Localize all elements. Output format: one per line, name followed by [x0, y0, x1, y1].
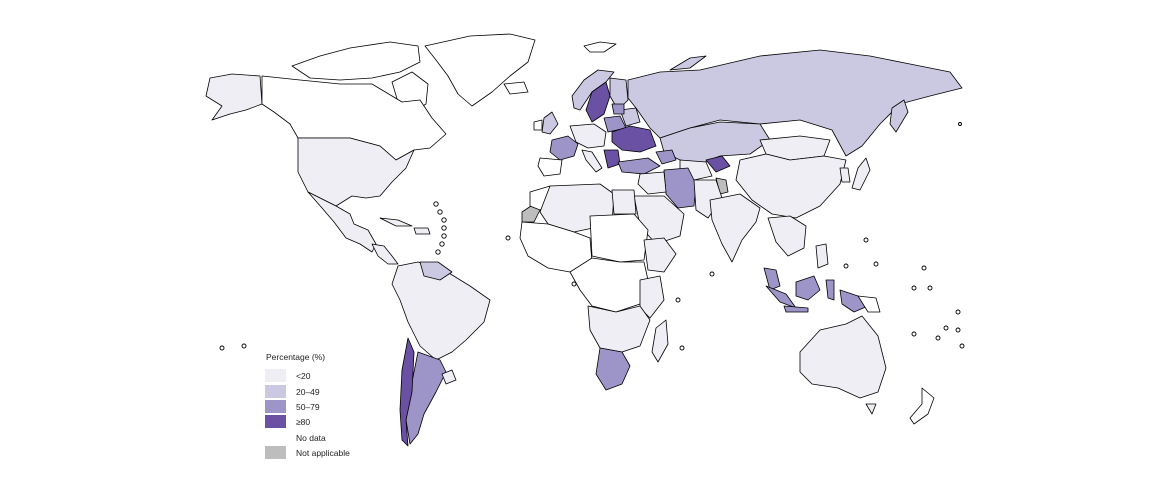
venezuela — [419, 261, 453, 281]
legend-swatch — [265, 446, 286, 459]
legend-item-not-applicable: Not applicable — [265, 446, 405, 461]
baltics — [611, 103, 625, 115]
borneo — [795, 275, 821, 301]
uruguay — [441, 369, 457, 385]
iraq-syria — [637, 171, 667, 195]
legend-item-no-data: No data — [265, 431, 405, 446]
hispaniola — [413, 227, 431, 235]
central-europe — [569, 123, 607, 149]
spain — [537, 157, 563, 177]
korea — [839, 167, 851, 183]
japan — [851, 157, 871, 191]
australia — [799, 315, 887, 399]
thailand — [763, 267, 781, 291]
tasmania — [865, 403, 877, 415]
legend-swatch — [265, 385, 286, 398]
belarus — [619, 107, 641, 127]
legend-item-20-49: 20–49 — [265, 385, 405, 400]
southern-africa — [587, 305, 651, 353]
legend-label: 20–49 — [296, 387, 320, 397]
svalbard — [583, 41, 617, 53]
legend-label: Not applicable — [296, 448, 350, 458]
legend-swatch — [265, 400, 286, 413]
legend-item-lt20: <20 — [265, 369, 405, 384]
legend-label: ≥80 — [296, 417, 311, 427]
new-zealand — [909, 387, 935, 425]
philippines — [815, 243, 829, 269]
sulawesi — [825, 279, 835, 301]
iran — [663, 167, 697, 209]
mexico — [307, 191, 377, 253]
south-africa — [595, 347, 631, 391]
east-africa — [639, 275, 665, 319]
legend-label: <20 — [296, 371, 311, 381]
legend-swatch — [265, 369, 286, 382]
iceland — [503, 81, 529, 95]
legend-swatch — [265, 431, 286, 444]
ukraine — [611, 125, 657, 153]
italy — [581, 149, 603, 173]
central-africa — [569, 257, 649, 313]
alaska — [205, 73, 263, 121]
canada-arctic-islands — [291, 41, 421, 81]
chile — [399, 337, 415, 447]
java — [783, 305, 809, 313]
novaya-zemlya — [669, 55, 707, 71]
southeast-asia — [767, 215, 807, 257]
legend-label: No data — [296, 433, 326, 443]
legend-label: 50–79 — [296, 402, 320, 412]
madagascar — [651, 319, 669, 363]
central-america — [371, 243, 399, 265]
turkey — [617, 157, 661, 175]
ireland — [533, 119, 543, 131]
greenland — [424, 33, 536, 107]
india — [709, 193, 761, 263]
legend-swatch — [265, 415, 286, 428]
cuba — [379, 217, 413, 227]
uk — [541, 111, 559, 135]
egypt — [611, 189, 637, 215]
new-guinea — [839, 289, 869, 313]
malaysia-indonesia-west — [765, 285, 797, 309]
horn-of-africa — [643, 237, 677, 273]
balkans — [603, 149, 621, 169]
sudan-chad — [589, 213, 649, 263]
canada — [261, 75, 447, 161]
russia — [627, 49, 963, 157]
map-legend: Percentage (%) <20 20–49 50–79 ≥80 No da… — [265, 352, 405, 464]
caucasus — [655, 149, 677, 165]
france — [549, 135, 579, 161]
papua-east — [857, 295, 881, 313]
kamchatka — [889, 99, 909, 133]
legend-item-ge80: ≥80 — [265, 415, 405, 430]
kyrgyz-tajik — [705, 155, 731, 173]
china — [735, 153, 847, 219]
legend-item-50-79: 50–79 — [265, 400, 405, 415]
legend-title: Percentage (%) — [266, 352, 326, 362]
sweden — [585, 81, 611, 123]
small-island-markers — [219, 122, 965, 351]
